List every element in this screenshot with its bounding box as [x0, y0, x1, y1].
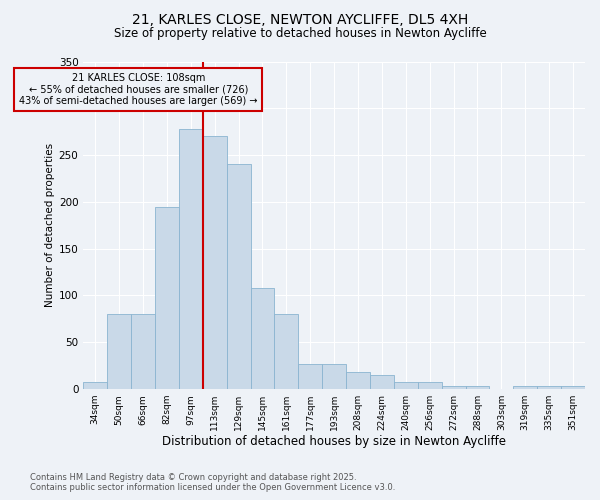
Bar: [83, 382, 107, 389]
Bar: [537, 386, 561, 389]
Bar: [251, 288, 274, 389]
Bar: [298, 364, 322, 389]
Bar: [107, 314, 131, 389]
Bar: [418, 382, 442, 389]
Bar: [466, 386, 490, 389]
X-axis label: Distribution of detached houses by size in Newton Aycliffe: Distribution of detached houses by size …: [162, 434, 506, 448]
Bar: [179, 129, 203, 389]
Bar: [394, 382, 418, 389]
Text: Size of property relative to detached houses in Newton Aycliffe: Size of property relative to detached ho…: [113, 28, 487, 40]
Bar: [442, 386, 466, 389]
Text: 21, KARLES CLOSE, NEWTON AYCLIFFE, DL5 4XH: 21, KARLES CLOSE, NEWTON AYCLIFFE, DL5 4…: [132, 12, 468, 26]
Text: 21 KARLES CLOSE: 108sqm
← 55% of detached houses are smaller (726)
43% of semi-d: 21 KARLES CLOSE: 108sqm ← 55% of detache…: [19, 72, 257, 106]
Bar: [370, 375, 394, 389]
Bar: [203, 136, 227, 389]
Bar: [131, 314, 155, 389]
Bar: [322, 364, 346, 389]
Bar: [561, 386, 585, 389]
Bar: [514, 386, 537, 389]
Bar: [346, 372, 370, 389]
Text: Contains HM Land Registry data © Crown copyright and database right 2025.
Contai: Contains HM Land Registry data © Crown c…: [30, 473, 395, 492]
Bar: [274, 314, 298, 389]
Y-axis label: Number of detached properties: Number of detached properties: [44, 143, 55, 308]
Bar: [155, 206, 179, 389]
Bar: [227, 164, 251, 389]
